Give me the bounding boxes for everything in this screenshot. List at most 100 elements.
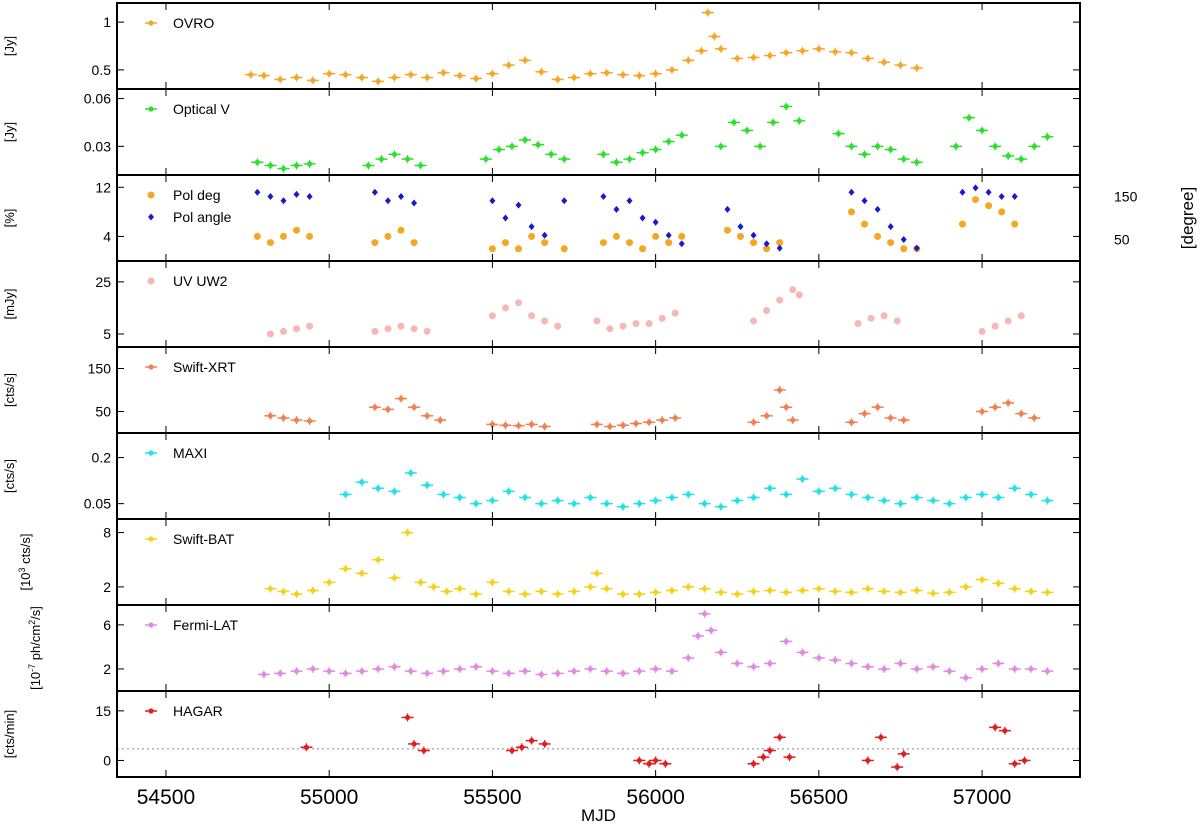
data-point — [698, 48, 704, 54]
data-point — [457, 494, 463, 501]
data-point — [901, 156, 907, 162]
data-point — [248, 72, 254, 78]
data-point — [371, 327, 379, 335]
data-point-angle — [613, 205, 620, 213]
x-tick-label: 55500 — [463, 786, 521, 809]
data-point — [310, 77, 316, 83]
data-point — [930, 497, 936, 504]
data-point — [914, 587, 920, 594]
data-point — [881, 497, 887, 504]
data-point — [897, 660, 904, 667]
data-point — [375, 557, 381, 563]
panel-frame — [116, 604, 1081, 692]
data-point — [515, 245, 523, 253]
legend-label-2: Pol angle — [173, 209, 232, 225]
data-point — [979, 408, 985, 415]
data-point — [799, 48, 806, 54]
y-tick-label: 0.06 — [84, 91, 111, 107]
data-point — [502, 422, 509, 428]
data-point — [473, 75, 479, 82]
data-point — [1028, 588, 1034, 595]
data-point — [979, 491, 985, 498]
legend-marker — [148, 536, 154, 542]
data-point — [594, 570, 600, 576]
panel-frame — [116, 432, 1081, 520]
data-point — [293, 74, 300, 81]
data-point — [875, 404, 881, 410]
data-point — [1044, 668, 1050, 674]
data-point — [881, 59, 887, 65]
data-point — [280, 415, 287, 421]
data-point — [384, 325, 392, 333]
data-point — [878, 734, 884, 740]
data-point — [636, 73, 642, 79]
data-point-angle — [398, 193, 405, 200]
data-point-angle — [293, 190, 300, 198]
data-point — [587, 494, 593, 501]
data-point — [978, 327, 986, 335]
data-point — [865, 494, 871, 501]
data-point — [854, 320, 862, 328]
data-point-angle — [998, 193, 1005, 200]
data-point — [799, 476, 806, 482]
data-point — [848, 491, 855, 498]
data-point — [816, 586, 822, 592]
panel-maxi: 0.05 0.2 [cts/s] MAXI — [2, 432, 1081, 520]
data-point — [620, 72, 626, 78]
data-point — [880, 312, 888, 320]
data-point — [653, 71, 659, 77]
data-point — [620, 504, 626, 510]
data-point — [431, 584, 437, 590]
data-point — [832, 49, 838, 55]
data-point — [457, 586, 463, 592]
legend-marker — [148, 213, 154, 221]
data-point — [796, 118, 802, 124]
data-point — [1021, 757, 1028, 764]
data-point-angle — [1011, 193, 1018, 200]
data-point — [653, 146, 659, 153]
data-point — [404, 156, 411, 162]
data-point — [528, 738, 535, 744]
panel-frame — [116, 346, 1081, 434]
data-point — [666, 138, 672, 145]
data-point — [767, 587, 773, 594]
data-point — [786, 754, 793, 760]
data-point — [671, 309, 679, 317]
data-point-angle — [737, 223, 744, 231]
data-point — [542, 423, 548, 430]
data-point — [279, 232, 287, 240]
data-point-angle — [306, 193, 313, 200]
data-point — [600, 151, 606, 157]
data-point — [620, 591, 626, 597]
panel-xrt: 50 150 [cts/s] Swift-XRT — [2, 346, 1081, 434]
data-point — [378, 156, 385, 162]
data-point — [522, 668, 528, 674]
data-point — [473, 664, 479, 670]
data-point — [705, 9, 711, 16]
data-point — [267, 413, 274, 419]
data-point — [767, 52, 773, 59]
data-point — [307, 418, 313, 424]
data-point — [763, 245, 771, 253]
y-tick-label: 0.05 — [84, 496, 111, 512]
data-point — [777, 387, 783, 393]
data-point — [506, 670, 512, 676]
data-point — [848, 143, 855, 149]
data-point — [678, 232, 686, 240]
data-point — [848, 589, 855, 595]
data-point — [306, 232, 314, 240]
data-point — [757, 143, 763, 149]
data-point — [893, 317, 901, 325]
data-point — [636, 591, 642, 597]
panel-optical: 0.03 0.06 [Jy] Optical V — [2, 88, 1081, 176]
data-point — [457, 666, 463, 672]
data-point — [398, 396, 404, 402]
data-point — [848, 50, 855, 56]
data-point — [293, 325, 301, 333]
data-point — [662, 761, 669, 767]
data-point — [734, 55, 740, 62]
data-point — [816, 488, 822, 494]
data-point — [695, 633, 701, 639]
data-point — [783, 103, 789, 110]
